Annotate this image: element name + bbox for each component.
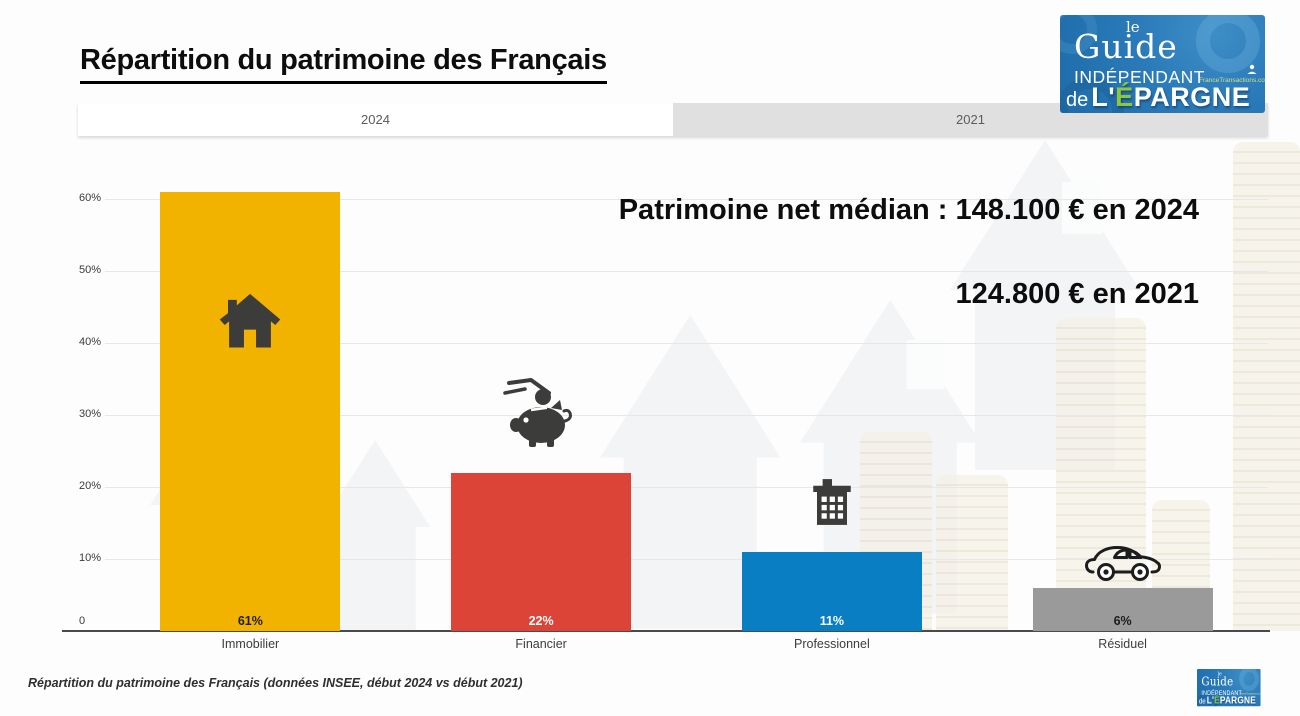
category-label: Professionnel — [794, 637, 870, 651]
bar-value-label: 61% — [237, 613, 263, 628]
watermark-coin-stack — [936, 475, 1008, 631]
gridline — [105, 487, 1268, 488]
france-transactions-icon — [1247, 64, 1257, 74]
tab-2021[interactable]: 2021 — [956, 112, 985, 127]
bar-value-label: 22% — [528, 613, 554, 628]
logo-de: de — [1066, 89, 1089, 111]
logo-francetransactions: FranceTransactions.com — [1240, 692, 1261, 696]
category-label: Immobilier — [221, 637, 280, 651]
logo-epargne-line: de L'ÉPARGNE — [1199, 694, 1256, 706]
y-axis-tick: 20% — [79, 480, 102, 492]
gridline — [105, 343, 1268, 344]
logo-epargne-line: de L'ÉPARGNE — [1066, 82, 1250, 113]
y-axis-tick: 10% — [79, 552, 102, 564]
bar-professionnel[interactable]: 11% — [741, 551, 922, 631]
x-axis-line — [62, 630, 1270, 632]
bar-résiduel[interactable]: 6% — [1032, 587, 1213, 631]
median-2024-text: Patrimoine net médian : 148.100 € en 202… — [618, 194, 1199, 226]
footer-caption: Répartition du patrimoine des Français (… — [28, 676, 523, 690]
bar-value-label: 6% — [1113, 613, 1132, 628]
logo-guide: Guide — [1201, 673, 1234, 689]
logo-le: le — [1217, 670, 1222, 677]
watermark-coin-stack — [1233, 142, 1300, 631]
bar-value-label: 11% — [819, 613, 845, 628]
logo-independant: INDÉPENDANT — [1201, 688, 1242, 697]
gridline — [105, 559, 1268, 560]
category-label: Résiduel — [1098, 637, 1147, 651]
logo-le: le — [1126, 18, 1140, 36]
piggy-bank-icon — [501, 377, 581, 449]
logo-de: de — [1198, 697, 1206, 706]
brand-logo: le Guide INDÉPENDANT FranceTransactions.… — [1060, 15, 1265, 113]
tab-2024[interactable]: 2024 — [78, 103, 673, 136]
median-annotation: Patrimoine net médian : 148.100 € en 202… — [619, 194, 1199, 311]
y-axis-tick: 60% — [79, 192, 102, 204]
car-icon — [1084, 539, 1162, 585]
page-title: Répartition du patrimoine des Français — [80, 44, 607, 84]
logo-francetransactions: FranceTransactions.com — [1199, 77, 1265, 84]
y-axis-tick: 0 — [79, 615, 86, 627]
y-axis-tick: 30% — [79, 408, 102, 420]
gridline — [105, 199, 1268, 200]
bar-immobilier[interactable]: 61% — [160, 191, 341, 631]
gridline — [105, 271, 1268, 272]
logo-decorative-rings — [1197, 669, 1259, 707]
category-label: Financier — [515, 637, 567, 651]
house-icon — [217, 291, 283, 349]
brand-logo-small: le Guide INDÉPENDANT FranceTransactions.… — [1197, 669, 1261, 707]
logo-guide: Guide — [1074, 27, 1178, 66]
logo-independant: INDÉPENDANT — [1074, 67, 1205, 87]
logo-epargne: L'ÉPARGNE — [1091, 82, 1251, 112]
logo-decorative-rings — [1060, 15, 1260, 113]
y-axis-tick: 50% — [79, 264, 102, 276]
building-icon — [807, 477, 857, 527]
y-axis-tick: 40% — [79, 336, 102, 348]
bar-financier[interactable]: 22% — [451, 472, 632, 631]
gridline — [105, 415, 1268, 416]
median-2021-text: 124.800 € en 2021 — [955, 278, 1199, 310]
logo-epargne: L'ÉPARGNE — [1206, 694, 1256, 706]
